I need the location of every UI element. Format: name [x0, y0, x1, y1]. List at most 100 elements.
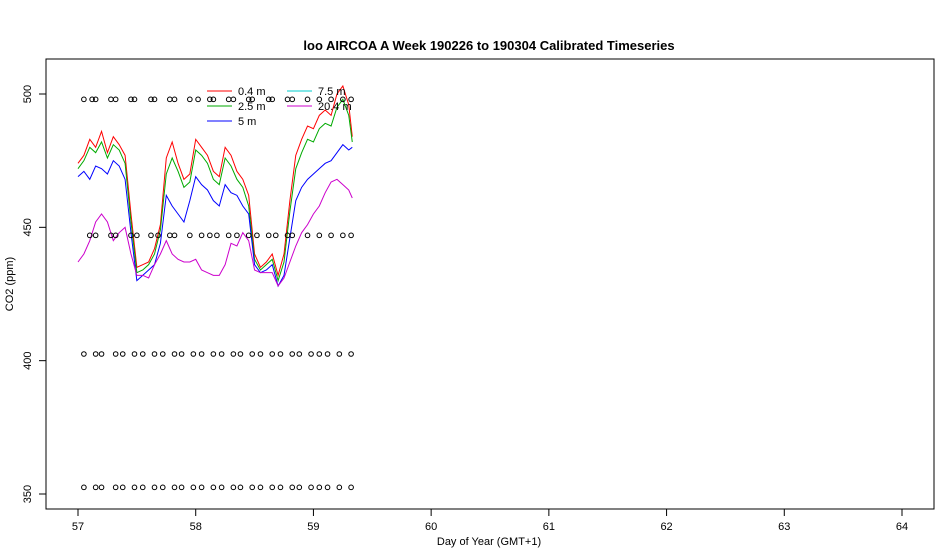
scatter-point [304, 232, 311, 239]
scatter-point [289, 232, 296, 239]
x-tick-label: 63 [778, 521, 790, 533]
scatter-point [139, 351, 146, 357]
scatter-point [148, 96, 154, 103]
scatter-point [316, 484, 323, 491]
scatter-point [348, 96, 354, 103]
scatter-point [234, 232, 240, 239]
scatter-point [187, 96, 193, 103]
scatter-point [348, 351, 354, 357]
scatter-point [81, 351, 87, 357]
scatter-point [336, 484, 343, 491]
scatter-point [151, 484, 158, 491]
scatter-point [249, 351, 256, 357]
scatter-point [134, 232, 140, 239]
scatter-point [171, 484, 178, 491]
legend: 0.4 m 2.5 m 5 m 7.5 m 20.4 m [207, 86, 352, 128]
scatter-point [92, 351, 99, 357]
scatter-point [336, 351, 343, 357]
legend-entry: 0.4 m [238, 86, 266, 98]
x-axis-label: Day of Year (GMT+1) [437, 536, 541, 548]
scatter-point [277, 351, 284, 357]
scatter-point [348, 232, 354, 239]
scatter-point [108, 96, 114, 103]
scatter-point [316, 96, 323, 103]
scatter-point [254, 232, 260, 239]
legend-entry: 20.4 m [318, 101, 352, 113]
series-line-4 [77, 178, 353, 287]
scatter-point [198, 351, 205, 357]
scatter-point [225, 232, 232, 239]
scatter-point [171, 232, 178, 239]
scatter-point [131, 484, 138, 491]
scatter-point [92, 484, 99, 491]
y-tick-label: 450 [22, 218, 34, 236]
scatter-point [225, 96, 232, 103]
scatter-point [171, 351, 178, 357]
y-tick-label: 400 [22, 351, 34, 369]
scatter-point [340, 232, 346, 239]
scatter-point [324, 484, 331, 491]
scatter-point [112, 232, 119, 239]
scatter-point [195, 96, 201, 103]
scatter-point [151, 351, 158, 357]
scatter-point [178, 484, 185, 491]
scatter-point [167, 232, 173, 239]
scatter-point [348, 484, 354, 491]
scatter-point [269, 351, 276, 357]
scatter-point [187, 232, 193, 239]
series-line-0 [77, 84, 353, 278]
scatter-point [265, 96, 272, 103]
scatter-point [284, 96, 291, 103]
series-line-1 [77, 98, 353, 283]
scatter-point [257, 351, 264, 357]
scatter-point [249, 484, 256, 491]
scatter-point [308, 351, 314, 357]
y-tick-label: 500 [22, 85, 34, 103]
scatter-point [269, 484, 276, 491]
scatter-point [151, 96, 158, 103]
scatter-point [86, 232, 93, 239]
scatter-point [98, 351, 105, 357]
scatter-point [81, 484, 87, 491]
chart-title: loo AIRCOA A Week 190226 to 190304 Calib… [303, 38, 674, 53]
scatter-point [230, 484, 237, 491]
y-axis: 350 400 450 500 [22, 85, 47, 503]
x-tick-label: 58 [190, 521, 202, 533]
scatter-point [128, 96, 134, 103]
scatter-point [277, 484, 284, 491]
scatter-point [257, 484, 264, 491]
scatter-point [112, 96, 119, 103]
scatter-point [316, 351, 323, 357]
scatter-point [265, 232, 272, 239]
scatter-point [112, 484, 119, 491]
scatter-point [218, 351, 225, 357]
series-line-2 [77, 143, 353, 288]
scatter-point [245, 96, 252, 103]
legend-entry: 7.5 m [318, 86, 346, 98]
scatter-point [155, 232, 161, 239]
scatter-point [89, 96, 95, 103]
scatter-point [230, 351, 237, 357]
x-tick-label: 59 [307, 521, 319, 533]
scatter-point [198, 484, 205, 491]
y-tick-label: 350 [22, 485, 34, 503]
legend-entry: 5 m [238, 116, 256, 128]
scatter-point [324, 351, 331, 357]
scatter-point [308, 484, 314, 491]
scatter-point [328, 232, 334, 239]
scatter-point [190, 351, 197, 357]
scatter-point [128, 232, 134, 239]
scatter-point [178, 351, 185, 357]
scatter-point [112, 351, 119, 357]
scatter-point [81, 96, 87, 103]
scatter-point [92, 96, 99, 103]
scatter-point [131, 351, 138, 357]
scatter-point [296, 351, 303, 357]
scatter-point [289, 96, 296, 103]
scatter-point [218, 484, 225, 491]
scatter-point [237, 484, 244, 491]
scatter-point [119, 484, 126, 491]
scatter-point [148, 232, 154, 239]
scatter-point [159, 351, 166, 357]
